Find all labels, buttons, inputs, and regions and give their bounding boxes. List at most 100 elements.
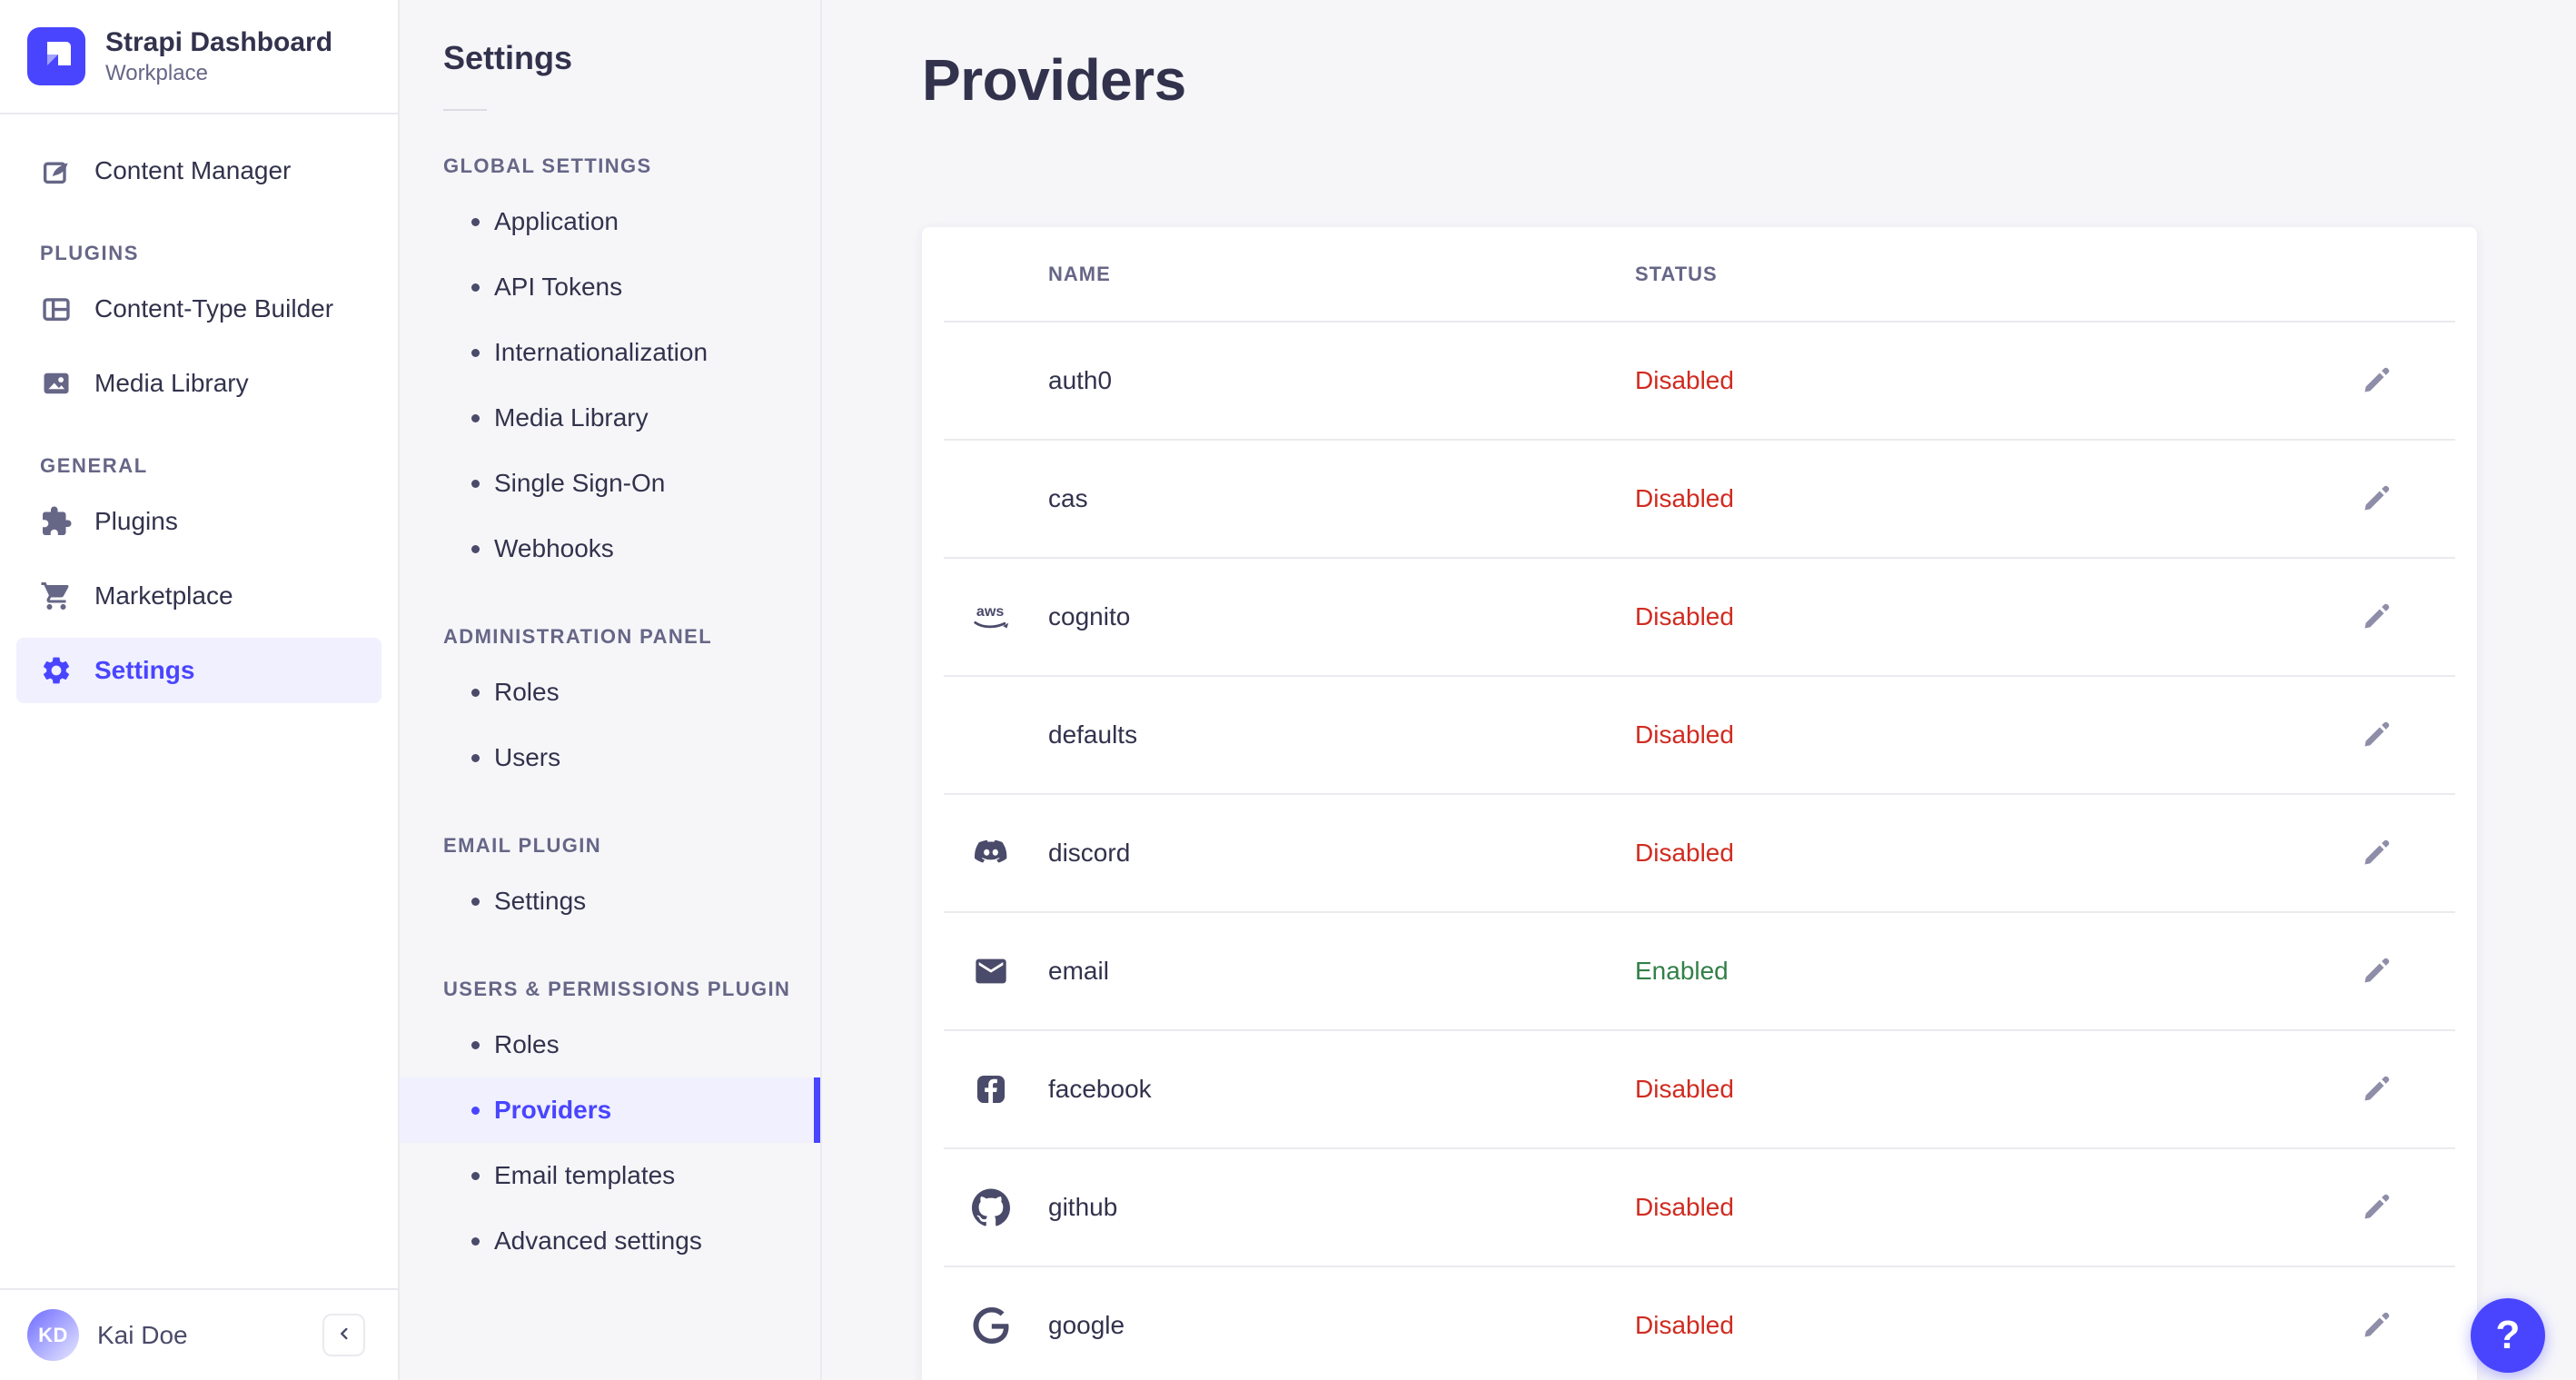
subnav-sections: GLOBAL SETTINGS Application API Tokens Inte…: [400, 154, 820, 1274]
settings-nav-item-label: Email templates: [494, 1161, 676, 1189]
subnav-title: Settings: [443, 39, 573, 76]
bullet-icon: [471, 897, 480, 906]
help-button[interactable]: ?: [2471, 1298, 2545, 1373]
provider-name: auth0: [1048, 366, 1113, 394]
provider-name: google: [1048, 1311, 1125, 1339]
settings-section-title-global-settings: GLOBAL SETTINGS: [443, 154, 652, 177]
settings-subnav: Settings GLOBAL SETTINGS Application API T…: [400, 0, 822, 1380]
settings-nav-item-internationalization[interactable]: Internationalization: [400, 320, 820, 385]
settings-nav-item-label: Roles: [494, 1030, 560, 1058]
bullet-icon: [471, 413, 480, 422]
provider-name: facebook: [1048, 1075, 1152, 1103]
settings-nav-item-single-sign-on[interactable]: Single Sign-On: [400, 451, 820, 516]
edit-provider-button[interactable]: [2356, 478, 2398, 520]
pencil-icon: [2359, 716, 2395, 755]
provider-icon-empty: [970, 714, 1012, 756]
strapi-logo-icon: [27, 27, 85, 85]
pencil-icon: [2359, 362, 2395, 401]
sidebar-item-marketplace[interactable]: Marketplace: [16, 563, 381, 629]
sidebar-item-settings[interactable]: Settings: [16, 638, 381, 703]
provider-row-google[interactable]: google Disabled: [944, 1267, 2455, 1380]
provider-icon-empty: [970, 360, 1012, 402]
settings-nav-item-media-library[interactable]: Media Library: [400, 385, 820, 451]
header-icon-spacer: [970, 253, 1012, 295]
settings-nav-item-settings[interactable]: Settings: [400, 869, 820, 934]
cart-icon: [40, 580, 73, 612]
edit-provider-button[interactable]: [2356, 832, 2398, 874]
provider-row-email[interactable]: email Enabled: [944, 913, 2455, 1031]
edit-provider-button[interactable]: [2356, 596, 2398, 638]
provider-name: cas: [1048, 484, 1088, 512]
provider-row-github[interactable]: github Disabled: [944, 1149, 2455, 1267]
facebook-icon: [970, 1068, 1012, 1110]
provider-name: cognito: [1048, 602, 1131, 630]
collapse-sidebar-button[interactable]: [322, 1314, 365, 1356]
provider-row-facebook[interactable]: facebook Disabled: [944, 1031, 2455, 1149]
provider-status: Disabled: [1635, 366, 1734, 394]
edit-provider-button[interactable]: [2356, 1186, 2398, 1228]
settings-nav-item-webhooks[interactable]: Webhooks: [400, 516, 820, 581]
settings-nav-item-roles[interactable]: Roles: [400, 660, 820, 725]
settings-nav-item-users[interactable]: Users: [400, 725, 820, 790]
sidebar-item-media-library[interactable]: Media Library: [16, 351, 381, 416]
provider-name: defaults: [1048, 720, 1138, 749]
settings-nav-item-application[interactable]: Application: [400, 189, 820, 254]
settings-nav-item-label: Internationalization: [494, 338, 708, 366]
provider-row-defaults[interactable]: defaults Disabled: [944, 677, 2455, 795]
user-name: Kai Doe: [97, 1320, 188, 1349]
sidebar-item-label: Content-Type Builder: [94, 294, 334, 323]
sidebar-item-label: Marketplace: [94, 581, 233, 610]
bullet-icon: [471, 688, 480, 697]
provider-row-auth0[interactable]: auth0 Disabled: [944, 323, 2455, 441]
bullet-icon: [471, 1106, 480, 1115]
edit-provider-button[interactable]: [2356, 1305, 2398, 1346]
provider-row-discord[interactable]: discord Disabled: [944, 795, 2455, 913]
avatar[interactable]: KD: [27, 1309, 79, 1361]
sidebar-item-content-type-builder[interactable]: Content-Type Builder: [16, 276, 381, 342]
provider-name: discord: [1048, 839, 1131, 867]
bullet-icon: [471, 1040, 480, 1049]
gear-icon: [40, 654, 73, 687]
pencil-icon: [2359, 834, 2395, 873]
bullet-icon: [471, 283, 480, 292]
column-header-status: STATUS: [1635, 262, 1718, 285]
settings-nav-item-providers[interactable]: Providers: [400, 1077, 820, 1143]
settings-nav-item-label: Media Library: [494, 403, 649, 432]
sidebar-item-plugins[interactable]: Plugins: [16, 489, 381, 554]
image-icon: [40, 367, 73, 400]
bullet-icon: [471, 479, 480, 488]
page-title: Providers: [922, 47, 1186, 113]
settings-nav-item-advanced-settings[interactable]: Advanced settings: [400, 1208, 820, 1274]
edit-provider-button[interactable]: [2356, 360, 2398, 402]
sidebar-item-label: Media Library: [94, 369, 249, 397]
sidebar-item-content-manager[interactable]: Content Manager: [16, 138, 381, 204]
settings-nav-item-label: Webhooks: [494, 534, 614, 562]
settings-section-title-email-plugin: EMAIL PLUGIN: [443, 834, 602, 857]
github-icon: [970, 1186, 1012, 1228]
edit-provider-button[interactable]: [2356, 950, 2398, 992]
provider-row-cognito[interactable]: aws cognito Disabled: [944, 559, 2455, 677]
provider-status: Disabled: [1635, 1075, 1734, 1103]
chevron-left-icon: [334, 1324, 354, 1346]
svg-text:aws: aws: [976, 603, 1004, 620]
provider-name: email: [1048, 957, 1109, 985]
bullet-icon: [471, 544, 480, 553]
provider-status: Disabled: [1635, 839, 1734, 867]
brand: Strapi Dashboard Workplace: [0, 0, 398, 114]
provider-status: Disabled: [1635, 602, 1734, 630]
provider-status: Enabled: [1635, 957, 1729, 985]
settings-nav-item-api-tokens[interactable]: API Tokens: [400, 254, 820, 320]
edit-provider-button[interactable]: [2356, 714, 2398, 756]
pencil-icon: [2359, 952, 2395, 991]
bullet-icon: [471, 1236, 480, 1246]
provider-status: Disabled: [1635, 720, 1734, 749]
edit-provider-button[interactable]: [2356, 1068, 2398, 1110]
settings-nav-item-label: Advanced settings: [494, 1226, 702, 1255]
provider-row-cas[interactable]: cas Disabled: [944, 441, 2455, 559]
settings-nav-item-email-templates[interactable]: Email templates: [400, 1143, 820, 1208]
provider-status: Disabled: [1635, 484, 1734, 512]
pencil-icon: [2359, 1188, 2395, 1227]
sidebar-item-label: Settings: [94, 656, 195, 684]
settings-nav-item-roles[interactable]: Roles: [400, 1012, 820, 1077]
